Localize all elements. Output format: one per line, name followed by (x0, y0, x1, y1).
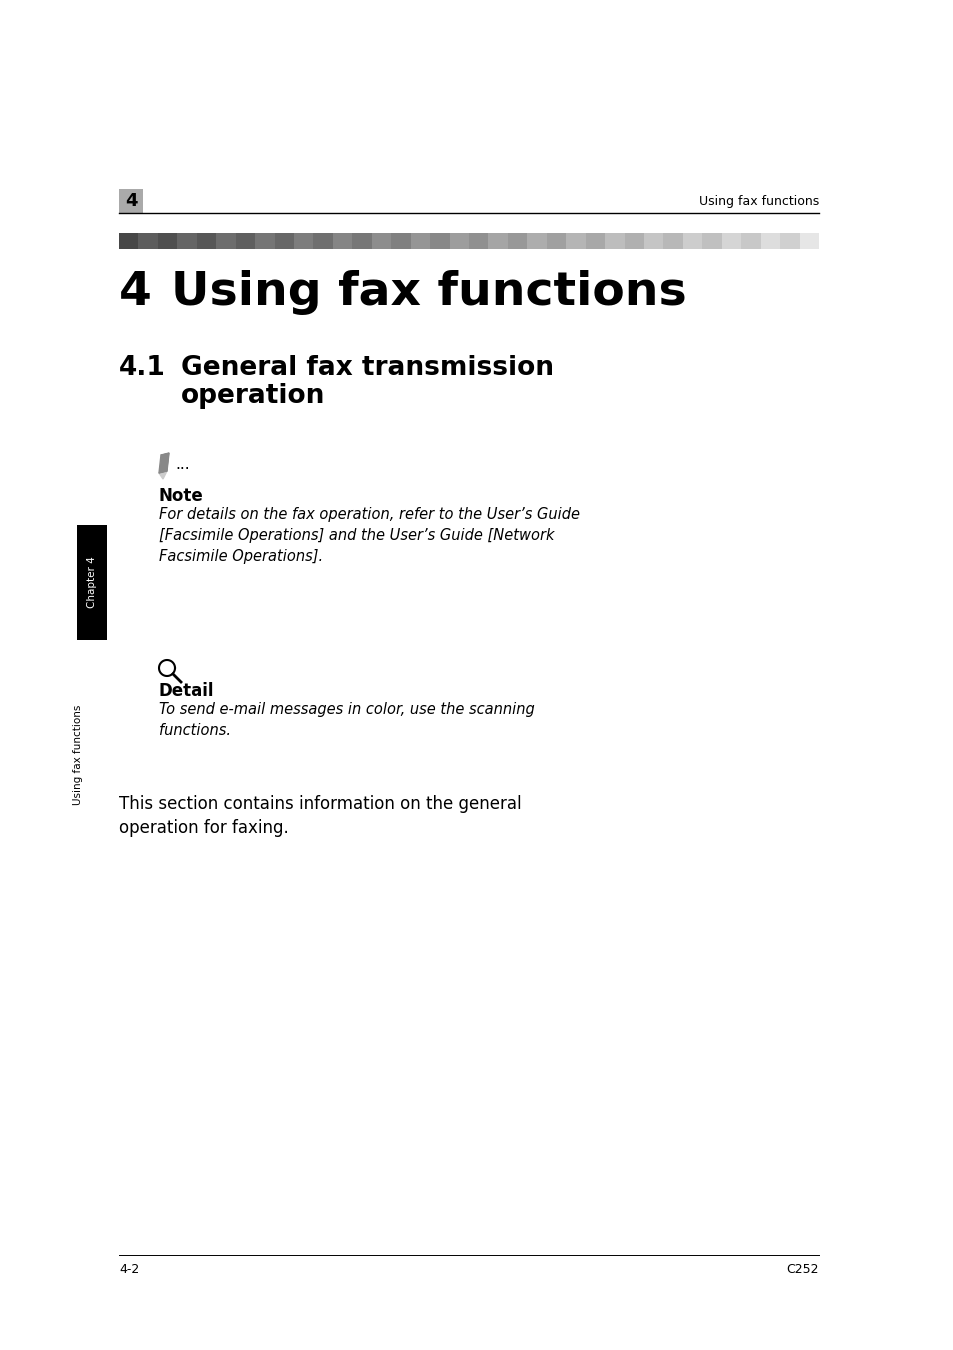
Bar (662, 234, 682, 248)
Text: Detail: Detail (159, 682, 214, 701)
Bar (682, 234, 702, 248)
Text: Facsimile Operations].: Facsimile Operations]. (159, 549, 323, 564)
Bar (352, 234, 372, 248)
Text: C252: C252 (785, 1264, 818, 1276)
Text: Note: Note (159, 487, 204, 505)
Polygon shape (159, 471, 167, 479)
Bar (216, 234, 236, 248)
Text: For details on the fax operation, refer to the User’s Guide: For details on the fax operation, refer … (159, 508, 579, 522)
Bar (643, 234, 663, 248)
Bar (391, 234, 411, 248)
Bar (177, 234, 197, 248)
Bar (449, 234, 469, 248)
Bar (721, 234, 740, 248)
Bar (799, 234, 819, 248)
Text: ...: ... (174, 458, 190, 472)
Bar (585, 234, 605, 248)
Text: Using fax functions: Using fax functions (171, 270, 686, 315)
Text: Chapter 4: Chapter 4 (87, 556, 97, 609)
Polygon shape (159, 454, 169, 472)
Bar (158, 234, 177, 248)
Text: operation for faxing.: operation for faxing. (119, 819, 289, 837)
Bar (701, 234, 721, 248)
Bar (119, 234, 139, 248)
Bar (333, 234, 353, 248)
Bar (314, 234, 333, 248)
Text: operation: operation (181, 383, 325, 409)
Text: 4.1: 4.1 (119, 355, 166, 381)
Bar (469, 234, 489, 248)
Text: To send e-mail messages in color, use the scanning: To send e-mail messages in color, use th… (159, 702, 535, 717)
Bar (624, 234, 644, 248)
Bar (527, 234, 547, 248)
Bar (604, 234, 624, 248)
Text: Using fax functions: Using fax functions (73, 705, 83, 805)
Bar (138, 234, 158, 248)
Bar (274, 234, 294, 248)
Text: Using fax functions: Using fax functions (698, 194, 818, 208)
Text: functions.: functions. (159, 724, 231, 738)
Text: 4-2: 4-2 (119, 1264, 139, 1276)
Text: 4: 4 (125, 192, 137, 211)
Bar (546, 234, 566, 248)
Bar (488, 234, 508, 248)
Bar (119, 189, 143, 213)
Text: 4: 4 (119, 270, 152, 315)
Bar (740, 234, 760, 248)
Bar (294, 234, 314, 248)
Bar (77, 525, 107, 640)
Bar (430, 234, 450, 248)
Bar (235, 234, 255, 248)
Text: General fax transmission: General fax transmission (181, 355, 554, 381)
Bar (410, 234, 430, 248)
Bar (566, 234, 585, 248)
Bar (372, 234, 392, 248)
Bar (760, 234, 780, 248)
Bar (507, 234, 527, 248)
Bar (780, 234, 800, 248)
Text: [Facsimile Operations] and the User’s Guide [Network: [Facsimile Operations] and the User’s Gu… (159, 528, 554, 543)
Bar (196, 234, 216, 248)
Bar (254, 234, 274, 248)
Text: This section contains information on the general: This section contains information on the… (119, 795, 521, 813)
